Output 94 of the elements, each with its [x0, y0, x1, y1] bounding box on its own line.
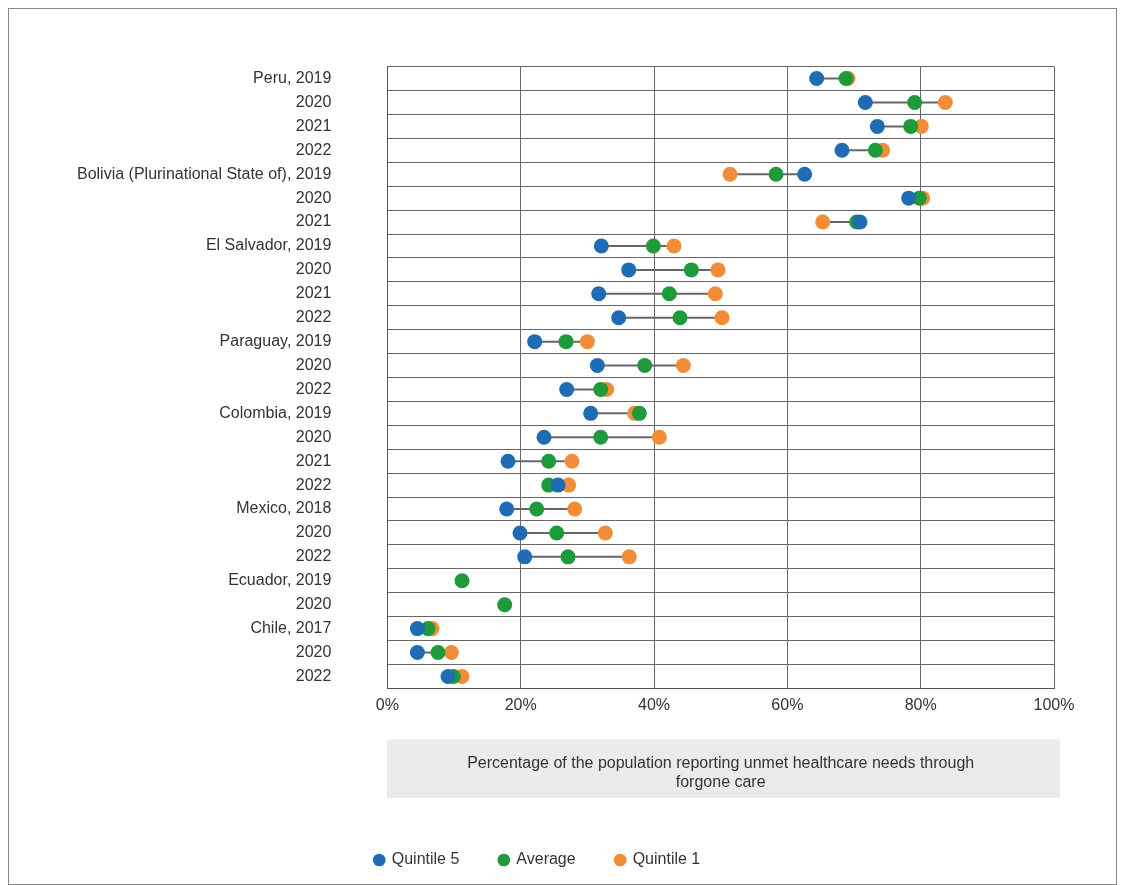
point	[645, 238, 661, 254]
y-tick-label: 2021	[295, 116, 332, 134]
point	[714, 310, 730, 326]
point	[621, 262, 637, 278]
x-tick-label: 60%	[771, 696, 804, 714]
y-tick-label: Peru, 2019	[253, 68, 332, 86]
y-tick-label: 2020	[295, 427, 332, 445]
point	[621, 549, 637, 565]
point	[683, 262, 699, 278]
y-tick-label: Colombia, 2019	[219, 403, 332, 421]
point	[707, 286, 723, 302]
y-tick-label: 2022	[295, 308, 332, 326]
point	[558, 334, 574, 350]
y-tick-label: 2020	[295, 355, 332, 373]
point	[903, 118, 919, 134]
point	[901, 190, 917, 206]
point	[567, 501, 583, 517]
point	[583, 405, 599, 421]
point	[857, 94, 873, 110]
point	[549, 525, 565, 541]
point	[536, 429, 552, 445]
point	[597, 525, 613, 541]
point	[499, 501, 515, 517]
point	[560, 549, 576, 565]
point	[564, 453, 580, 469]
point	[591, 286, 607, 302]
point	[666, 238, 682, 254]
point	[500, 453, 516, 469]
y-tick-label: 2020	[295, 260, 332, 278]
x-tick-label: 0%	[375, 696, 399, 714]
point	[672, 310, 688, 326]
legend-label: Quintile 5	[391, 850, 460, 868]
point	[529, 501, 545, 517]
y-tick-label: 2021	[295, 212, 332, 230]
point	[637, 358, 653, 374]
y-tick-label: Mexico, 2018	[236, 499, 332, 517]
point	[541, 453, 557, 469]
point	[593, 429, 609, 445]
point	[675, 358, 691, 374]
point	[409, 645, 425, 661]
point	[809, 71, 825, 87]
y-tick-label: 2022	[295, 475, 332, 493]
point	[907, 94, 923, 110]
point	[768, 166, 784, 182]
y-tick-label: Ecuador, 2019	[228, 571, 332, 589]
point	[867, 142, 883, 158]
point	[593, 238, 609, 254]
point	[550, 477, 566, 493]
point	[651, 429, 667, 445]
point	[710, 262, 726, 278]
point	[797, 166, 813, 182]
point	[497, 597, 513, 613]
point	[661, 286, 677, 302]
y-tick-label: 2020	[295, 188, 332, 206]
y-tick-label: 2022	[295, 547, 332, 565]
y-tick-label: 2020	[295, 595, 332, 613]
y-tick-label: Paraguay, 2019	[219, 332, 332, 350]
point	[869, 118, 885, 134]
point	[512, 525, 528, 541]
y-tick-label: 2021	[295, 284, 332, 302]
point	[815, 214, 831, 230]
y-tick-label: 2022	[295, 140, 332, 158]
point	[559, 381, 575, 397]
point	[937, 94, 953, 110]
point	[430, 645, 446, 661]
y-tick-label: Bolivia (Plurinational State of), 2019	[76, 164, 332, 182]
y-tick-label: 2022	[295, 379, 332, 397]
y-tick-label: 2020	[295, 92, 332, 110]
point	[722, 166, 738, 182]
y-tick-label: El Salvador, 2019	[205, 236, 332, 254]
point	[454, 573, 470, 589]
point	[443, 645, 459, 661]
x-tick-label: 20%	[504, 696, 537, 714]
point	[440, 668, 456, 684]
x-tick-label: 40%	[638, 696, 671, 714]
y-tick-label: 2021	[295, 451, 332, 469]
legend-label: Quintile 1	[632, 850, 701, 868]
point	[409, 621, 425, 637]
y-tick-label: 2022	[295, 666, 332, 684]
point	[517, 549, 533, 565]
x-axis-title: Percentage of the population reporting unmet healthcare needs through forgone care	[467, 753, 975, 790]
y-tick-label: 2020	[295, 642, 332, 660]
point	[611, 310, 627, 326]
y-tick-label: Chile, 2017	[250, 619, 332, 637]
y-tick-label: 2020	[295, 523, 332, 541]
x-tick-label: 80%	[904, 696, 937, 714]
point	[834, 142, 850, 158]
x-tick-label: 100%	[1033, 696, 1075, 714]
point	[579, 334, 595, 350]
legend-label: Average	[516, 850, 576, 868]
point	[527, 334, 543, 350]
point	[593, 381, 609, 397]
point	[631, 405, 647, 421]
point	[589, 358, 605, 374]
